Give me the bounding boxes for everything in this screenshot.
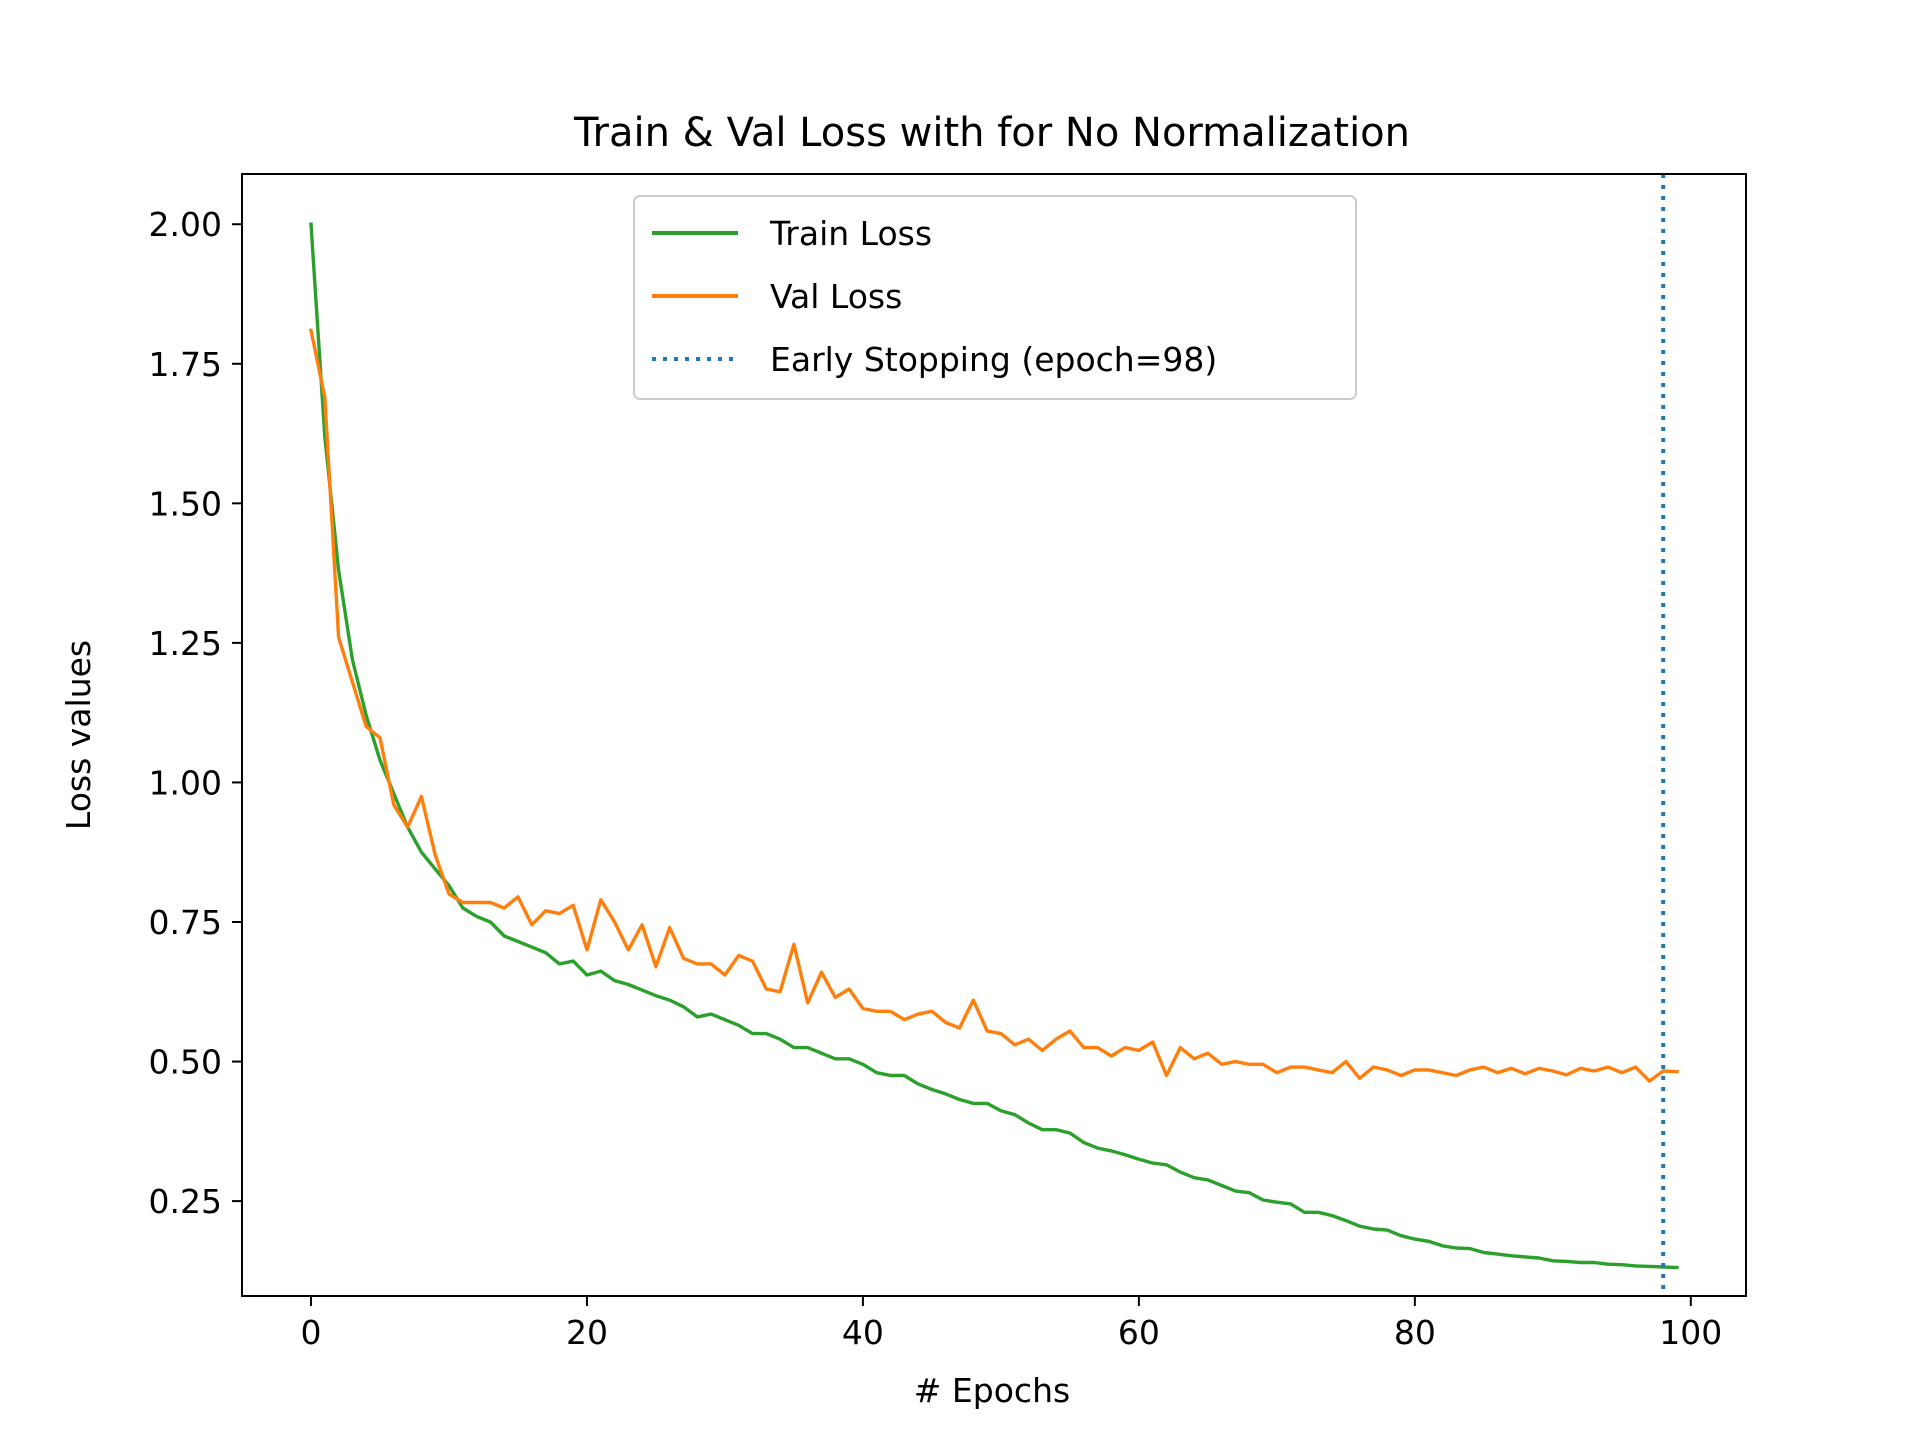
y-tick-label: 0.50 (149, 1043, 222, 1082)
legend-label: Train Loss (769, 214, 932, 253)
plot-frame (241, 173, 1747, 1297)
y-axis-label: Loss values (59, 640, 98, 830)
legend-label: Early Stopping (epoch=98) (770, 340, 1217, 379)
x-tick-label: 100 (1659, 1313, 1722, 1352)
x-axis-label: # Epochs (914, 1371, 1070, 1410)
x-tick-label: 0 (300, 1313, 321, 1352)
legend: Train Loss Val Loss Early Stopping (epoch=… (633, 195, 1357, 400)
y-tick-label: 1.50 (149, 484, 222, 523)
x-tick-label: 80 (1394, 1313, 1436, 1352)
train-loss-line (309, 222, 1679, 1270)
y-tick-label: 0.25 (149, 1182, 222, 1221)
x-tick-label: 60 (1118, 1313, 1160, 1352)
legend-box (633, 195, 1357, 400)
x-tick-label: 40 (842, 1313, 884, 1352)
ticks-layer: 0 20 40 60 80 100 0.25 0.50 0.75 1.00 1.25 1.50 1.75… (149, 205, 1723, 1352)
y-tick-label: 1.75 (149, 345, 222, 384)
y-tick-label: 2.00 (149, 205, 222, 244)
x-tick-label: 20 (566, 1313, 608, 1352)
y-tick-label: 1.25 (149, 624, 222, 663)
y-tick-label: 1.00 (149, 763, 222, 802)
val-loss-line (308, 328, 1679, 1083)
y-tick-label: 0.75 (149, 903, 222, 942)
lines-layer (308, 174, 1679, 1296)
chart-title: Train & Val Loss with for No Normalizati… (573, 110, 1410, 156)
legend-label: Val Loss (770, 277, 902, 316)
